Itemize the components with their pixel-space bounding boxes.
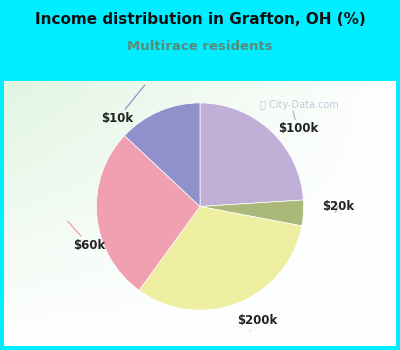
Text: Income distribution in Grafton, OH (%): Income distribution in Grafton, OH (%) (35, 12, 365, 27)
Text: ⓘ City-Data.com: ⓘ City-Data.com (260, 100, 338, 110)
Wedge shape (96, 135, 200, 290)
Wedge shape (200, 103, 303, 206)
Text: $100k: $100k (278, 111, 318, 135)
Text: Multirace residents: Multirace residents (127, 40, 273, 53)
Text: $10k: $10k (102, 85, 145, 125)
Text: $60k: $60k (68, 221, 105, 252)
Wedge shape (200, 200, 304, 226)
Wedge shape (124, 103, 200, 206)
Text: $20k: $20k (322, 200, 354, 213)
Text: $200k: $200k (237, 314, 277, 332)
Wedge shape (139, 206, 302, 310)
